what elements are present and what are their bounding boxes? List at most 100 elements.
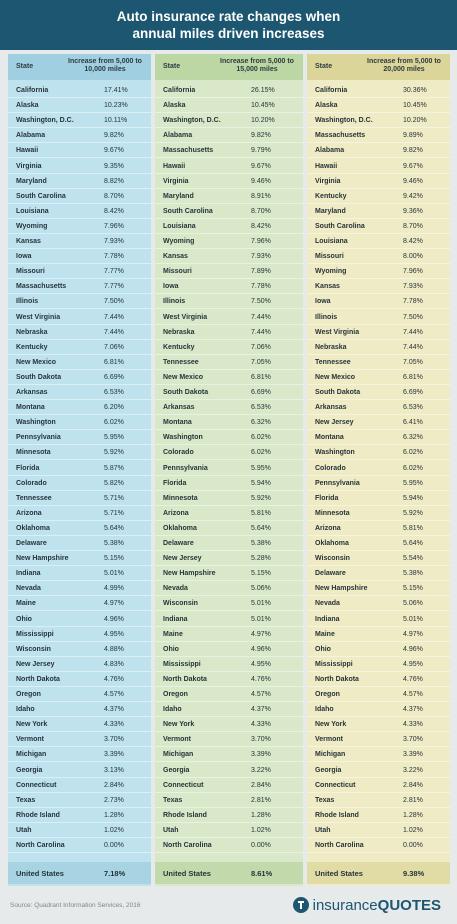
state-cell: Idaho xyxy=(163,706,182,714)
value-cell: 5.64% xyxy=(403,540,423,547)
value-cell: 5.64% xyxy=(251,524,271,532)
state-cell: Tennessee xyxy=(163,358,199,366)
state-cell: Arkansas xyxy=(315,404,347,412)
value-cell: 5.71% xyxy=(104,494,124,502)
table-row: Washington, D.C. 10.20% xyxy=(155,113,303,129)
table-row: Missouri 8.00% xyxy=(307,249,450,265)
value-cell: 9.67% xyxy=(251,162,271,170)
table-row: Iowa 7.78% xyxy=(8,249,151,265)
value-cell: 4.96% xyxy=(104,615,124,623)
state-cell: Connecticut xyxy=(163,781,204,789)
state-cell: New York xyxy=(315,721,347,729)
state-cell: New Jersey xyxy=(16,660,55,668)
table-row: Louisiana 8.42% xyxy=(155,219,303,234)
state-cell: New Mexico xyxy=(315,373,356,381)
value-cell: 9.42% xyxy=(403,192,423,200)
table-row: Alaska 10.23% xyxy=(8,98,151,114)
value-cell: 4.99% xyxy=(104,585,124,593)
state-cell: Massachusetts xyxy=(16,283,67,291)
table-row: South Carolina 8.70% xyxy=(307,219,450,234)
table-row: Arkansas 6.53% xyxy=(155,400,303,416)
value-cell: 9.46% xyxy=(251,177,271,185)
value-cell: 4.76% xyxy=(403,675,423,683)
table-row: Idaho 4.37% xyxy=(8,702,151,718)
table-row: Kansas 7.93% xyxy=(8,234,151,249)
state-cell: Vermont xyxy=(315,736,344,744)
state-cell: Nevada xyxy=(163,585,188,593)
table-row: Arizona 5.81% xyxy=(155,506,303,521)
value-cell: 5.95% xyxy=(403,479,423,487)
value-cell: 9.82% xyxy=(403,147,423,155)
table-row: Virginia 9.46% xyxy=(155,174,303,189)
state-cell: Virginia xyxy=(163,177,189,185)
state-cell: Rhode Island xyxy=(16,811,60,819)
state-cell: Tennessee xyxy=(16,494,52,502)
value-cell: 4.97% xyxy=(104,600,124,608)
state-cell: Massachusetts xyxy=(315,132,366,140)
value-cell: 7.78% xyxy=(104,253,124,261)
state-cell: Montana xyxy=(315,434,344,442)
table-row: Pennsylvania 5.95% xyxy=(8,430,151,446)
state-cell: Washington xyxy=(163,434,203,442)
table-row: Missouri 7.89% xyxy=(155,264,303,280)
value-cell: 5.82% xyxy=(104,479,124,487)
state-cell: Kentucky xyxy=(315,192,347,200)
state-cell: Maine xyxy=(163,630,183,638)
table-row: Oklahoma 5.64% xyxy=(8,521,151,536)
value-cell: 5.01% xyxy=(251,600,271,608)
value-cell: 5.06% xyxy=(251,585,271,593)
state-cell: South Dakota xyxy=(163,389,209,396)
value-cell: 8.70% xyxy=(251,207,271,215)
table: State Increase from 5,000 to 10,000 miles… xyxy=(8,54,151,886)
state-cell: Alabama xyxy=(315,147,345,155)
table-row: Iowa 7.78% xyxy=(155,279,303,295)
value-cell: 5.01% xyxy=(403,615,423,623)
table-row: Texas 2.81% xyxy=(155,793,303,808)
value-cell: 26.15% xyxy=(251,87,275,94)
value-cell: 6.81% xyxy=(104,358,124,366)
state-cell: Arizona xyxy=(163,509,189,517)
value-cell: 3.22% xyxy=(403,766,423,774)
value-cell: 30.36% xyxy=(403,87,427,94)
value-cell: 7.96% xyxy=(251,238,271,245)
table-row: Mississippi 4.95% xyxy=(8,627,151,642)
table-row: North Dakota 4.76% xyxy=(307,672,450,687)
table-row: Oregon 4.57% xyxy=(8,687,151,702)
table-row: Indiana 5.01% xyxy=(8,566,151,582)
state-cell: Wisconsin xyxy=(163,600,198,608)
state-cell: Alabama xyxy=(16,132,46,140)
table-row: Oklahoma 5.64% xyxy=(307,536,450,551)
state-cell: Tennessee xyxy=(315,358,351,366)
state-cell: Georgia xyxy=(315,766,342,774)
state-cell: Rhode Island xyxy=(163,811,207,819)
table-row: Missouri 7.77% xyxy=(8,264,151,280)
state-cell: Minnesota xyxy=(315,509,350,517)
table-row: Arizona 5.71% xyxy=(8,506,151,521)
table-row: New York 4.33% xyxy=(155,717,303,733)
value-cell: 7.77% xyxy=(104,268,124,276)
state-cell: Washington, D.C. xyxy=(163,117,221,125)
value-cell: 2.84% xyxy=(403,781,423,789)
state-cell: Texas xyxy=(315,796,335,804)
table-row: Oregon 4.57% xyxy=(307,687,450,702)
value-cell: 8.82% xyxy=(104,177,124,185)
value-cell: 7.96% xyxy=(403,268,423,276)
value-cell: 6.02% xyxy=(104,419,124,427)
value-cell: 7.93% xyxy=(403,283,423,291)
value-cell: 5.38% xyxy=(251,540,271,547)
total-row: United States 9.38% xyxy=(307,862,450,884)
table-row: Pennsylvania 5.95% xyxy=(155,461,303,476)
value-cell: 6.32% xyxy=(251,419,271,427)
value-cell: 5.95% xyxy=(104,434,124,442)
value-cell: 7.78% xyxy=(403,298,423,306)
value-cell: 2.81% xyxy=(403,796,423,804)
state-cell: North Carolina xyxy=(315,842,364,849)
table-row: Montana 6.20% xyxy=(8,400,151,416)
state-cell: Illinois xyxy=(16,298,39,306)
table-row: Tennessee 5.71% xyxy=(8,491,151,506)
value-cell: 5.01% xyxy=(104,570,124,578)
table-row: Alabama 9.82% xyxy=(307,143,450,159)
value-cell: 5.54% xyxy=(403,555,423,563)
value-cell: 1.02% xyxy=(251,826,271,834)
value-cell: 5.15% xyxy=(104,555,124,563)
